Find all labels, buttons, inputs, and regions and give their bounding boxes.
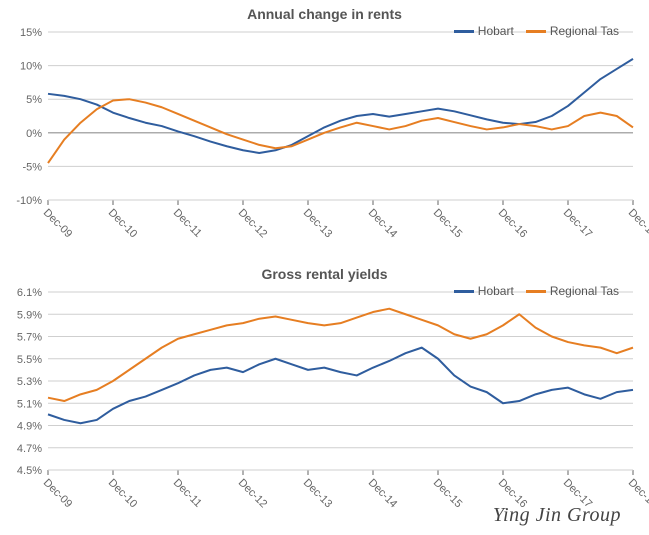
chart-legend: Hobart Regional Tas [454, 284, 619, 298]
series-line [48, 59, 633, 153]
y-tick-label: 6.1% [17, 287, 42, 299]
watermark-text: Ying Jin Group [493, 504, 621, 527]
legend-label: Regional Tas [550, 24, 619, 38]
x-tick-label: Dec-10 [106, 477, 140, 511]
chart-rents: Annual change in rents Hobart Regional Ta… [0, 0, 649, 250]
x-tick-label: Dec-12 [236, 477, 270, 511]
y-tick-label: 5.9% [17, 309, 42, 321]
x-tick-label: Dec-14 [366, 477, 400, 511]
chart-title: Annual change in rents [0, 0, 649, 22]
x-tick-label: Dec-11 [171, 207, 204, 240]
y-tick-label: 0% [26, 128, 42, 140]
chart-yields: Gross rental yields Hobart Regional Tas 4… [0, 260, 649, 520]
series-line [48, 309, 633, 401]
x-tick-label: Dec-13 [301, 477, 335, 511]
legend-swatch [454, 290, 474, 293]
y-tick-label: 5% [26, 94, 42, 106]
x-tick-label: Dec-16 [496, 207, 530, 241]
legend-item: Hobart [454, 284, 514, 298]
y-tick-label: 4.7% [17, 443, 42, 455]
y-tick-label: -10% [16, 195, 42, 207]
y-tick-label: 4.5% [17, 465, 42, 477]
legend-label: Hobart [478, 24, 514, 38]
legend-label: Hobart [478, 284, 514, 298]
y-tick-label: -5% [22, 161, 42, 173]
legend-item: Regional Tas [526, 24, 619, 38]
y-tick-label: 15% [20, 27, 42, 39]
legend-swatch [526, 30, 546, 33]
x-tick-label: Dec-09 [41, 477, 75, 511]
chart-svg: -10% -5% 0% 5% 10% 15% Dec-09 Dec-10 Dec-11 Dec-1… [0, 22, 649, 252]
x-tick-label: Dec-18 [626, 207, 649, 241]
x-tick-label: Dec-11 [171, 477, 204, 510]
legend-label: Regional Tas [550, 284, 619, 298]
x-tick-label: Dec-17 [561, 207, 595, 241]
x-tick-label: Dec-18 [626, 477, 649, 511]
series-line [48, 99, 633, 163]
x-tick-label: Dec-09 [41, 207, 75, 241]
y-tick-label: 10% [20, 61, 42, 73]
legend-swatch [526, 290, 546, 293]
x-tick-label: Dec-12 [236, 207, 270, 241]
x-tick-label: Dec-15 [431, 477, 465, 511]
x-tick-label: Dec-10 [106, 207, 140, 241]
chart-title: Gross rental yields [0, 260, 649, 282]
x-tick-label: Dec-14 [366, 207, 400, 241]
legend-item: Regional Tas [526, 284, 619, 298]
chart-legend: Hobart Regional Tas [454, 24, 619, 38]
page-root: Annual change in rents Hobart Regional Ta… [0, 0, 649, 535]
y-tick-label: 5.3% [17, 376, 42, 388]
y-tick-label: 5.5% [17, 354, 42, 366]
chart-svg: 4.5% 4.7% 4.9% 5.1% 5.3% 5.5% 5.7% 5.9% 6.1% Dec-… [0, 282, 649, 522]
y-tick-label: 4.9% [17, 421, 42, 433]
x-tick-label: Dec-15 [431, 207, 465, 241]
legend-item: Hobart [454, 24, 514, 38]
x-tick-label: Dec-13 [301, 207, 335, 241]
legend-swatch [454, 30, 474, 33]
y-tick-label: 5.1% [17, 398, 42, 410]
y-tick-label: 5.7% [17, 332, 42, 344]
